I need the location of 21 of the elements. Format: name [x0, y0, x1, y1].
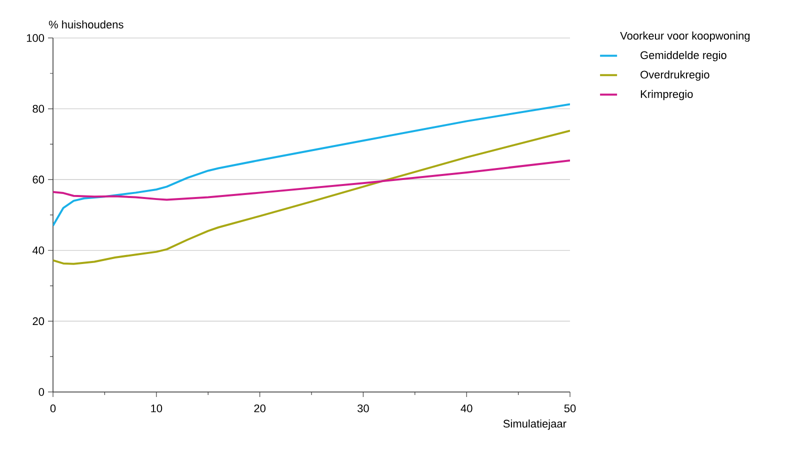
x-tick-label: 0	[50, 404, 56, 412]
legend-label: Gemiddelde regio	[640, 51, 726, 62]
legend-label: Krimpregio	[640, 90, 693, 100]
y-axis-title: % huishoudens	[48, 20, 124, 28]
legend-label: Overdrukregio	[640, 70, 710, 81]
line-series	[53, 159, 570, 201]
x-tick-label: 50	[564, 404, 576, 412]
line-series	[53, 130, 570, 265]
y-tick-label: 0	[38, 388, 44, 396]
y-tick-label: 60	[32, 176, 44, 184]
x-tick-label: 30	[358, 404, 369, 412]
y-tick-label: 100	[26, 34, 44, 42]
y-tick-label: 80	[32, 104, 44, 113]
legend-title: Voorkeur voor koopwoning	[620, 32, 750, 42]
x-tick-label: 20	[254, 404, 266, 412]
x-axis-title: Simulatiejaar	[503, 420, 566, 430]
line-series	[53, 103, 570, 227]
x-tick-label: 40	[460, 404, 472, 412]
y-tick-label: 20	[32, 317, 44, 326]
x-tick-label: 10	[151, 404, 162, 412]
y-tick-label: 40	[32, 246, 44, 254]
